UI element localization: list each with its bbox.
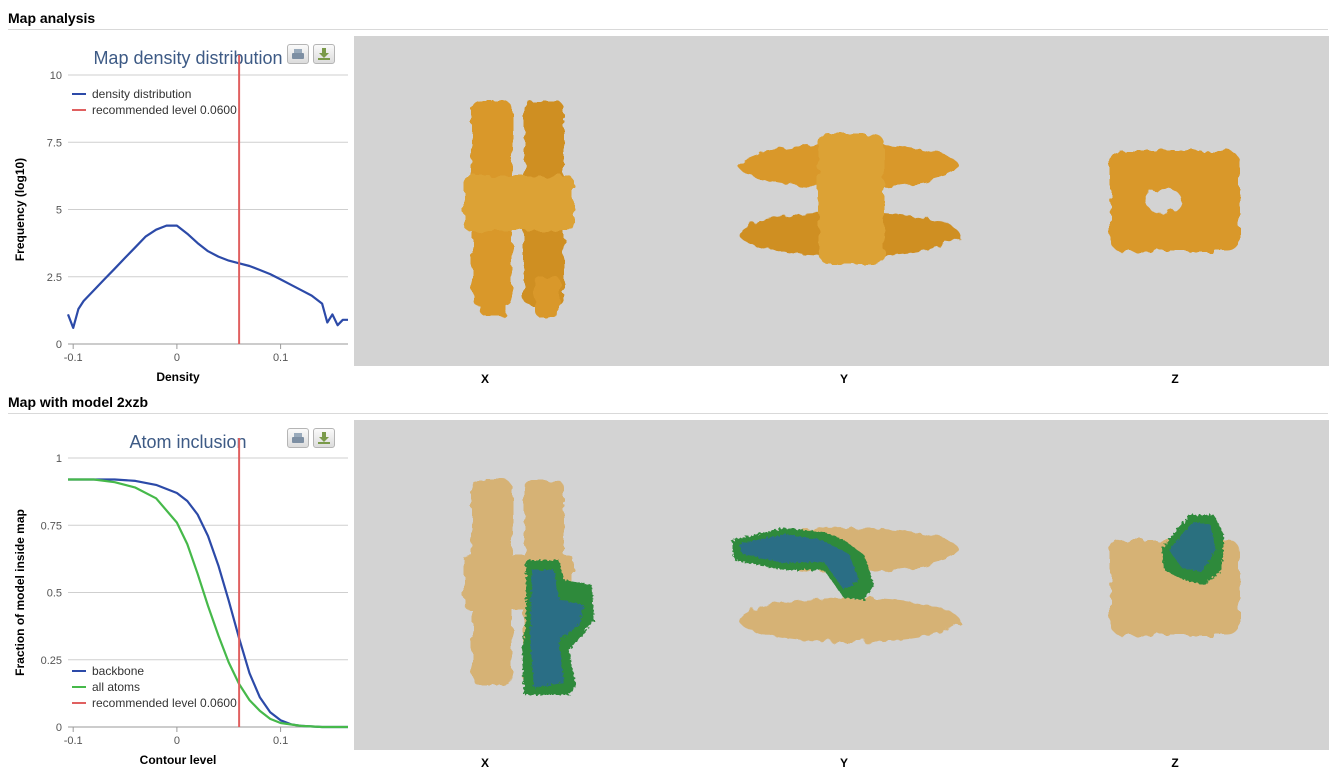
y-tick-label: 1: [56, 453, 62, 465]
view-label-y: Y: [839, 756, 848, 770]
x-tick-label: 0: [174, 352, 180, 364]
view-label-x: X: [480, 372, 489, 386]
model-y-view: [732, 528, 874, 600]
x-tick-label: -0.1: [64, 735, 83, 747]
legend-label: all atoms: [92, 680, 140, 694]
x-tick-label: 0.1: [273, 352, 288, 364]
chart-title: Map density distribution: [93, 48, 282, 68]
density-map-x-view: [464, 101, 574, 316]
section-title-map-with-model: Map with model 2xzb: [8, 394, 149, 410]
model-map-views-panel: [354, 420, 1329, 750]
model-map-render: [464, 480, 1240, 695]
y-axis-label: Frequency (log10): [13, 158, 27, 261]
download-icon: [318, 432, 330, 444]
view-label-x: X: [480, 756, 489, 770]
print-icon: [292, 49, 304, 59]
model-z-view: [1162, 515, 1224, 585]
legend-label: backbone: [92, 664, 144, 678]
x-axis-label: Contour level: [140, 753, 217, 767]
series-line-all-atoms: [68, 478, 348, 729]
view-label-z: Z: [1171, 756, 1179, 770]
y-tick-label: 0.75: [41, 520, 62, 532]
download-button[interactable]: [313, 428, 335, 448]
x-tick-label: 0.1: [273, 735, 288, 747]
y-tick-label: 5: [56, 205, 62, 217]
view-label-z: Z: [1171, 372, 1179, 386]
section-divider: [8, 29, 1328, 30]
x-axis-label: Density: [156, 370, 200, 384]
legend-label: recommended level 0.0600: [92, 696, 237, 710]
y-tick-label: 2.5: [47, 272, 62, 284]
y-tick-label: 10: [50, 70, 62, 82]
print-button[interactable]: [287, 428, 309, 448]
y-axis-label: Fraction of model inside map: [13, 509, 27, 676]
section-divider: [8, 413, 1328, 414]
y-tick-label: 7.5: [47, 137, 62, 149]
y-tick-label: 0: [56, 339, 62, 351]
download-button[interactable]: [313, 44, 335, 64]
density-map-views-panel: [354, 36, 1329, 366]
view-label-y: Y: [839, 372, 848, 386]
section-title-map-analysis: Map analysis: [8, 10, 96, 26]
density-map-y-view: [739, 134, 959, 264]
y-tick-label: 0.25: [41, 655, 62, 667]
y-tick-label: 0.5: [47, 588, 62, 600]
x-tick-label: -0.1: [64, 352, 83, 364]
legend-label: recommended level 0.0600: [92, 103, 237, 117]
print-button[interactable]: [287, 44, 309, 64]
density-map-z-view: [1110, 151, 1240, 251]
series-line-density-distribution: [66, 224, 348, 329]
chart-title: Atom inclusion: [129, 432, 246, 452]
download-icon: [318, 48, 330, 60]
x-tick-label: 0: [174, 735, 180, 747]
legend-label: density distribution: [92, 87, 191, 101]
print-icon: [292, 433, 304, 443]
model-x-view: [522, 560, 594, 695]
density-map-render: [464, 101, 1240, 316]
y-tick-label: 0: [56, 722, 62, 734]
